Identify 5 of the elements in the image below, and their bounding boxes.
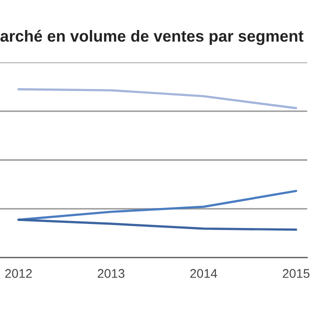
chart-title: arché en volume de ventes par segment <box>0 30 304 45</box>
x-tick-label: 2014 <box>190 269 218 278</box>
x-tick-label: 2015 <box>282 269 310 278</box>
x-tick-label: 2012 <box>5 269 32 278</box>
x-tick-label: 2013 <box>98 269 124 278</box>
